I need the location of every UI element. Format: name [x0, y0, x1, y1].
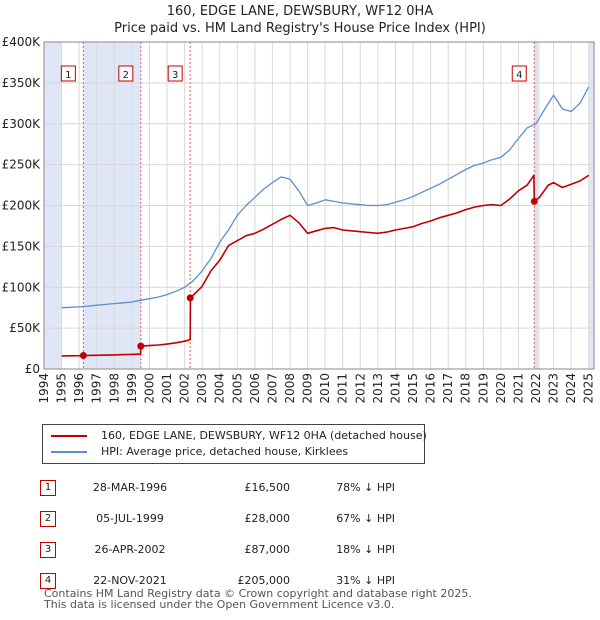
sale-point [530, 197, 538, 205]
x-tick-label: 2001 [160, 373, 174, 404]
sale-date: 22-NOV-2021 [93, 574, 167, 587]
x-tick-label: 2021 [511, 373, 525, 404]
sale-hpi-diff: 67% ↓ HPI [336, 512, 395, 525]
x-tick-label: 2017 [441, 373, 455, 404]
hpi-line [61, 86, 590, 309]
price-chart: £0 £50K £100K £150K £200K £250K £300K £350K £400… [2, 35, 596, 404]
sale-label: 2 [123, 70, 129, 81]
x-tick-label: 2013 [371, 373, 385, 404]
x-tick-label: 1999 [125, 373, 139, 404]
table-row: 1 28-MAR-1996 £16,500 78% ↓ HPI [40, 472, 395, 503]
footer: Contains HM Land Registry data © Crown c… [44, 588, 472, 610]
sale-price: £87,000 [244, 543, 291, 556]
chart-title: 160, EDGE LANE, DEWSBURY, WF12 0HA [166, 4, 434, 19]
footer-line-2: This data is licensed under the Open Gov… [44, 598, 395, 611]
legend-label-hpi: HPI: Average price, detached house, Kirk… [101, 445, 349, 458]
sale-number: 1 [40, 479, 56, 496]
x-tick-label: 2000 [142, 373, 156, 404]
sale-label-box [60, 65, 76, 82]
sale-hpi-diff: 31% ↓ HPI [336, 574, 395, 587]
y-tick-label: £350K [2, 76, 42, 90]
x-tick-label: 2003 [195, 373, 209, 404]
x-tick-label: 2020 [494, 373, 508, 404]
y-tick-label: £50K [9, 321, 41, 335]
sale-label-box [118, 65, 134, 82]
y-tick-label: £400K [2, 35, 42, 49]
legend-swatch-hpi [51, 451, 87, 453]
x-tick-label: 2008 [283, 373, 297, 404]
sale-label-box [511, 65, 527, 82]
y-tick-label: £100K [2, 280, 42, 294]
sale-price: £16,500 [244, 481, 291, 494]
x-tick-label: 2016 [424, 373, 438, 404]
sale-label: 3 [172, 70, 178, 81]
sale-date: 26-APR-2002 [94, 543, 166, 556]
x-tick-label: 2018 [459, 373, 473, 404]
y-tick-label: £150K [2, 239, 42, 253]
sale-date: 28-MAR-1996 [92, 481, 168, 494]
legend: 160, EDGE LANE, DEWSBURY, WF12 0HA (deta… [42, 424, 427, 464]
x-tick-label: 2025 [582, 373, 596, 404]
x-tick-label: 1998 [107, 373, 121, 404]
sale-number: 3 [40, 541, 56, 558]
x-tick-label: 2019 [476, 373, 490, 404]
table-row: 4 22-NOV-2021 £205,000 31% ↓ HPI [40, 565, 395, 596]
y-tick-label: £0 [25, 362, 40, 376]
sale-price: £205,000 [237, 574, 291, 587]
table-row: 3 26-APR-2002 £87,000 18% ↓ HPI [40, 534, 395, 565]
sale-number: 2 [40, 510, 56, 527]
sale-price: £28,000 [244, 512, 291, 525]
sale-point [186, 294, 194, 302]
plot-frame [43, 41, 595, 370]
x-tick-label: 2010 [318, 373, 332, 404]
x-tick-label: 2014 [388, 373, 402, 404]
sale-point [137, 342, 145, 350]
legend-label-property: 160, EDGE LANE, DEWSBURY, WF12 0HA (deta… [101, 429, 427, 442]
x-tick-label: 1996 [72, 373, 86, 404]
sales-table: 1 28-MAR-1996 £16,500 78% ↓ HPI 2 05-JUL… [40, 472, 395, 596]
y-tick-label: £200K [2, 199, 42, 213]
x-tick-label: 1994 [37, 373, 51, 404]
chart-subtitle: Price paid vs. HM Land Registry's House … [114, 21, 486, 36]
sale-number: 4 [40, 572, 56, 589]
x-tick-label: 2005 [230, 373, 244, 404]
sale-label-box [167, 65, 183, 82]
x-tick-label: 2004 [213, 373, 227, 404]
x-tick-label: 2006 [248, 373, 262, 404]
x-tick-label: 2015 [406, 373, 420, 404]
table-row: 2 05-JUL-1999 £28,000 67% ↓ HPI [40, 503, 395, 534]
x-tick-label: 2002 [178, 373, 192, 404]
sale-point [79, 352, 87, 360]
sale-hpi-diff: 18% ↓ HPI [336, 543, 395, 556]
sale-date: 05-JUL-1999 [96, 512, 164, 525]
sale-hpi-diff: 78% ↓ HPI [336, 481, 395, 494]
x-tick-label: 1995 [55, 373, 69, 404]
x-tick-label: 2007 [265, 373, 279, 404]
x-tick-label: 2024 [564, 373, 578, 404]
sale-label: 1 [65, 70, 71, 81]
x-tick-label: 2009 [301, 373, 315, 404]
x-tick-label: 2023 [547, 373, 561, 404]
sale-label: 4 [516, 70, 522, 81]
y-tick-label: £250K [2, 158, 42, 172]
x-tick-label: 2012 [353, 373, 367, 404]
x-tick-label: 2022 [529, 373, 543, 404]
x-tick-label: 2011 [336, 373, 350, 404]
y-tick-label: £300K [2, 117, 42, 131]
legend-swatch-property [51, 435, 87, 437]
footer-line-1: Contains HM Land Registry data © Crown c… [44, 587, 472, 600]
x-tick-label: 1997 [90, 373, 104, 404]
